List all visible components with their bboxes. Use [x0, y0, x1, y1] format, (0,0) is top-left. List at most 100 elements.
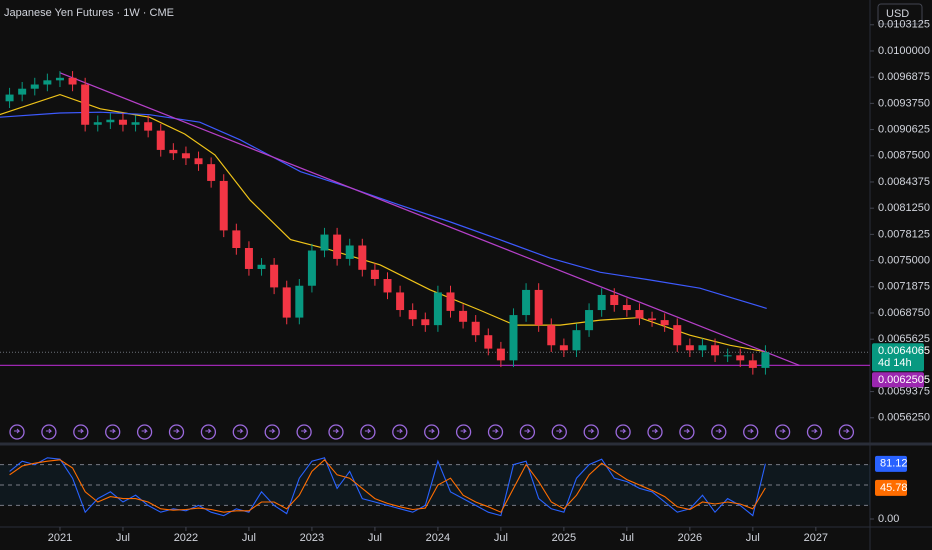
x-tick-label: Jul: [746, 532, 760, 544]
event-icon-arrow: [460, 428, 467, 434]
event-icon: [424, 424, 440, 440]
candle-body: [685, 345, 694, 351]
candle-body: [156, 130, 165, 150]
event-icon-arrow: [428, 428, 436, 434]
event-icon-arrow: [588, 428, 595, 434]
event-icon-arrow: [301, 428, 308, 434]
event-icon-arrow: [173, 428, 180, 434]
candle-body: [509, 315, 518, 361]
oscillator-badge: [875, 479, 907, 496]
candle-body: [181, 153, 190, 159]
candle-body: [270, 264, 279, 288]
event-icon: [392, 424, 408, 440]
y-tick-label: 0.0090625: [878, 123, 930, 135]
y-tick-label: 0.0100000: [878, 45, 930, 57]
candle-body: [30, 84, 39, 89]
y-tick-label: 0.0071875: [878, 281, 930, 293]
event-icon: [519, 424, 536, 440]
event-icon-arrow: [45, 428, 53, 434]
y-tick-label: 0.0065625: [878, 333, 930, 345]
event-icon: [168, 424, 185, 440]
candle-body: [118, 119, 127, 125]
candle-body: [736, 355, 745, 361]
indicator-line: [59, 72, 800, 366]
y-tick-label: 0.00: [878, 513, 899, 525]
x-tick-label: 2023: [300, 532, 324, 544]
oscillator-line: [9, 459, 766, 513]
currency-label[interactable]: USD: [886, 8, 909, 20]
x-tick-label: 2022: [174, 532, 198, 544]
candle-body: [711, 345, 720, 356]
candle-body: [622, 305, 631, 311]
candle-body: [18, 88, 27, 95]
candle-body: [496, 348, 505, 361]
event-icon-arrow: [652, 428, 659, 434]
y-tick-label: 0.0078125: [878, 228, 930, 240]
y-tick-label: 0.0093750: [878, 97, 930, 109]
y-tick-label: 0.0068750: [878, 307, 930, 319]
event-icon: [774, 424, 791, 440]
candle-body: [207, 164, 216, 181]
candle-body: [232, 230, 241, 249]
y-tick-label: 0.0081250: [878, 202, 930, 214]
candle-body: [370, 269, 379, 280]
event-icon: [360, 424, 376, 440]
countdown-label: 4d 14h: [878, 357, 912, 369]
y-tick-label: 0.0084375: [878, 176, 930, 188]
candle-body: [433, 292, 442, 326]
event-icon: [136, 424, 153, 440]
event-icon: [806, 424, 823, 440]
event-icon-arrow: [396, 428, 404, 434]
candle-body: [559, 345, 568, 351]
event-icon-arrow: [556, 428, 563, 434]
event-icon: [73, 424, 89, 440]
x-tick-label: Jul: [368, 532, 382, 544]
candle-body: [333, 234, 342, 259]
y-tick-label: 0.0075000: [878, 254, 930, 266]
oscillator-line: [9, 457, 766, 517]
event-icon-arrow: [14, 428, 21, 434]
candle-body: [698, 345, 707, 351]
x-tick-label: Jul: [620, 532, 634, 544]
y-tick-label: 0.0059375: [878, 385, 930, 397]
event-icon-arrow: [747, 428, 755, 434]
candle-body: [93, 122, 102, 125]
y-tick-label: 0.0096875: [878, 71, 930, 83]
candle-body: [748, 360, 757, 368]
candle-body: [194, 158, 203, 165]
indicator-line: [0, 111, 767, 309]
event-icon: [647, 424, 663, 440]
candle-body: [610, 294, 619, 306]
candle-body: [345, 245, 354, 259]
event-icon: [838, 424, 855, 440]
event-icon: [264, 424, 280, 440]
candle-body: [244, 248, 253, 269]
candle-body: [282, 287, 291, 318]
x-tick-label: Jul: [242, 532, 256, 544]
candle-body: [307, 250, 316, 286]
event-icon: [743, 424, 759, 440]
last-price-badge: [872, 343, 924, 372]
candle-body: [597, 294, 606, 311]
event-icon-arrow: [109, 428, 117, 434]
currency-button[interactable]: [877, 3, 923, 25]
candle-body: [43, 80, 52, 85]
y-tick-label: 0.0056250: [878, 412, 930, 424]
event-icon: [679, 424, 695, 440]
candle-body: [723, 355, 732, 357]
candle-body: [169, 149, 178, 154]
oscillator-label: 81.12: [880, 458, 908, 470]
event-icon-arrow: [683, 428, 691, 434]
event-icon: [232, 424, 248, 440]
event-icon-arrow: [492, 428, 499, 434]
candle-body: [648, 318, 657, 321]
x-tick-label: 2021: [48, 532, 72, 544]
x-tick-label: Jul: [494, 532, 508, 544]
candle-body: [408, 310, 417, 320]
event-icon-arrow: [715, 428, 723, 434]
candle-body: [219, 180, 228, 231]
event-icon: [551, 424, 567, 440]
level-label: 0.0062505: [878, 374, 930, 386]
candle-body: [484, 335, 493, 349]
x-tick-label: 2024: [426, 532, 450, 544]
